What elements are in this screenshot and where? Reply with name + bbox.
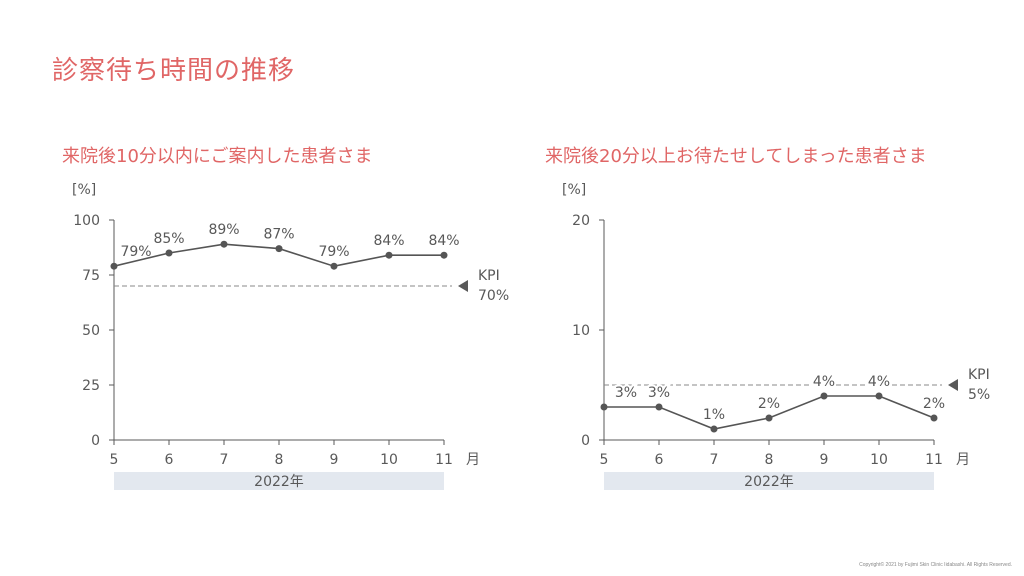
c0-y-tick-label: 50 [82, 323, 100, 339]
c0-data-label: 87% [263, 227, 294, 243]
c0-x-tick-label: 7 [220, 452, 229, 468]
c0-x-tick-label: 11 [435, 452, 453, 468]
c0-data-point [330, 262, 338, 270]
c1-x-tick-label: 11 [925, 452, 943, 468]
c1-data-label: 3% [648, 385, 670, 401]
c0-kpi-label: KPI [478, 268, 500, 284]
c0-data-label: 89% [208, 222, 239, 238]
c0-y-tick-label: 0 [91, 433, 100, 449]
c0-data-label: 84% [428, 233, 459, 249]
c0-data-label: 85% [153, 231, 184, 247]
c0-y-tick-label: 100 [73, 213, 100, 229]
c0-data-point [275, 245, 283, 253]
c1-y-tick-label: 0 [581, 433, 590, 449]
c1-x-tick-label: 10 [870, 452, 888, 468]
c1-data-label: 4% [813, 374, 835, 390]
c1-year-label: 2022年 [744, 474, 794, 490]
c0-x-tick-label: 10 [380, 452, 398, 468]
c0-data-point [440, 251, 448, 259]
c1-kpi-label: KPI [968, 367, 990, 383]
c1-x-tick-label: 9 [820, 452, 829, 468]
c1-y-axis-label: [%] [562, 182, 586, 198]
c0-y-tick-label: 25 [82, 378, 100, 394]
c1-kpi-value-label: 5% [968, 387, 990, 403]
c0-year-label: 2022年 [254, 474, 304, 490]
c0-data-point [220, 240, 228, 248]
c0-y-tick-label: 75 [82, 268, 100, 284]
c1-data-point [655, 403, 663, 411]
c0-x-tick-label: 6 [165, 452, 174, 468]
c1-data-label: 4% [868, 374, 890, 390]
c0-x-tick-label: 8 [275, 452, 284, 468]
copyright-text: Copyright© 2021 by Fujimi Skin Clinic Ii… [859, 562, 1012, 568]
c0-kpi-value-label: 70% [478, 288, 509, 304]
c1-x-tick-label: 5 [600, 452, 609, 468]
c1-data-point [765, 414, 773, 422]
c1-year-band [604, 472, 934, 490]
c1-data-point [710, 425, 718, 433]
c1-data-label: 1% [703, 407, 725, 423]
c0-data-label: 79% [318, 244, 349, 260]
c1-data-label: 2% [758, 396, 780, 412]
c1-data-point [600, 403, 608, 411]
c0-kpi-marker [458, 280, 468, 292]
chart-title-right: 来院後20分以上お待たせしてしまった患者さま [545, 146, 927, 167]
c0-x-axis-label: 月 [466, 452, 480, 468]
c1-x-tick-label: 8 [765, 452, 774, 468]
c0-data-label: 79% [120, 244, 151, 260]
c1-data-label: 2% [923, 396, 945, 412]
c1-kpi-marker [948, 379, 958, 391]
c1-data-point [875, 392, 883, 400]
c1-data-point [820, 392, 828, 400]
c1-data-label: 3% [615, 385, 637, 401]
c1-y-tick-label: 20 [572, 213, 590, 229]
c1-data-point [930, 414, 938, 422]
c1-y-tick-label: 10 [572, 323, 590, 339]
c0-data-point [165, 249, 173, 257]
page-title: 診察待ち時間の推移 [52, 56, 296, 86]
c0-data-point [385, 251, 393, 259]
c1-x-tick-label: 6 [655, 452, 664, 468]
c1-x-axis-label: 月 [956, 452, 970, 468]
c0-x-tick-label: 9 [330, 452, 339, 468]
c1-x-tick-label: 7 [710, 452, 719, 468]
c0-data-point [110, 262, 118, 270]
c0-y-axis-label: [%] [72, 182, 96, 198]
c0-x-tick-label: 5 [110, 452, 119, 468]
c0-year-band [114, 472, 444, 490]
c0-data-label: 84% [373, 233, 404, 249]
chart-title-left: 来院後10分以内にご案内した患者さま [62, 146, 373, 167]
